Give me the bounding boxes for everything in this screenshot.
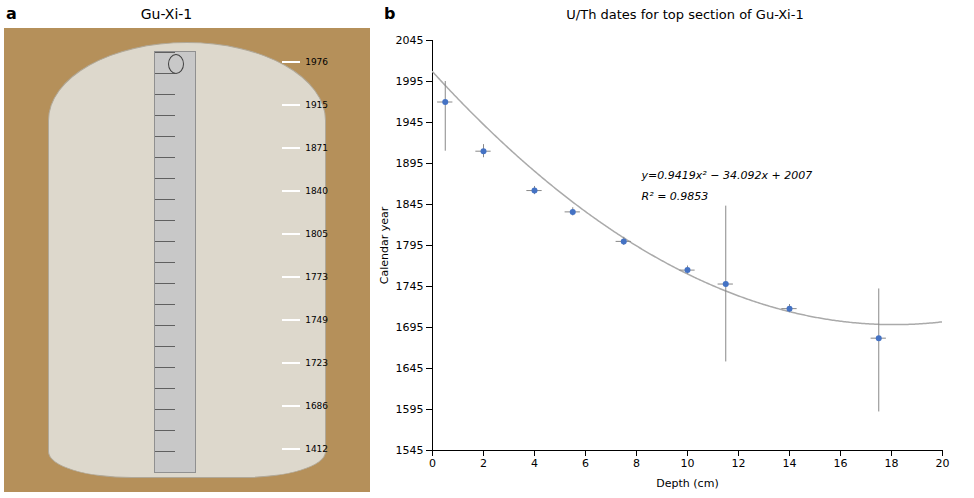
svg-text:16: 16 xyxy=(834,457,848,470)
html-text:b: b xyxy=(384,4,396,23)
svg-text:18: 18 xyxy=(885,457,899,470)
svg-text:1795: 1795 xyxy=(396,239,424,252)
svg-text:20: 20 xyxy=(936,457,950,470)
svg-text:1595: 1595 xyxy=(396,403,424,416)
html-text:1749: 1749 xyxy=(305,314,329,325)
html-text:1412: 1412 xyxy=(305,443,329,454)
svg-text:Calendar year: Calendar year xyxy=(378,206,391,284)
svg-text:1895: 1895 xyxy=(396,157,424,170)
html-text:1871: 1871 xyxy=(305,142,329,153)
svg-text:1745: 1745 xyxy=(396,280,424,293)
svg-text:4: 4 xyxy=(531,457,538,470)
svg-text:Depth (cm): Depth (cm) xyxy=(656,477,718,490)
svg-text:1945: 1945 xyxy=(396,116,424,129)
svg-text:R² = 0.9853: R² = 0.9853 xyxy=(642,190,709,203)
svg-text:1995: 1995 xyxy=(396,75,424,88)
html-text:1915: 1915 xyxy=(305,99,329,110)
html-text:Gu-Xi-1: Gu-Xi-1 xyxy=(140,6,193,22)
svg-text:1545: 1545 xyxy=(396,444,424,457)
svg-text:2045: 2045 xyxy=(396,34,424,47)
svg-text:0: 0 xyxy=(429,457,436,470)
html-text:1976: 1976 xyxy=(305,56,329,67)
svg-text:1645: 1645 xyxy=(396,362,424,375)
html-text:1686: 1686 xyxy=(305,400,329,411)
svg-text:1845: 1845 xyxy=(396,198,424,211)
svg-text:10: 10 xyxy=(681,457,695,470)
svg-text:1695: 1695 xyxy=(396,321,424,334)
svg-text:y=0.9419x² − 34.092x + 2007: y=0.9419x² − 34.092x + 2007 xyxy=(641,169,813,182)
html-text:1773: 1773 xyxy=(305,271,329,282)
svg-text:8: 8 xyxy=(633,457,640,470)
svg-text:6: 6 xyxy=(582,457,589,470)
html-text:1840: 1840 xyxy=(305,185,329,196)
svg-text:12: 12 xyxy=(732,457,746,470)
svg-text:14: 14 xyxy=(783,457,797,470)
svg-text:2: 2 xyxy=(480,457,487,470)
html-text:a: a xyxy=(6,4,17,23)
html-text:1805: 1805 xyxy=(305,228,329,239)
html-text:U/Th dates for top section of: U/Th dates for top section of Gu-Xi-1 xyxy=(566,7,804,22)
html-text:1723: 1723 xyxy=(305,357,329,368)
